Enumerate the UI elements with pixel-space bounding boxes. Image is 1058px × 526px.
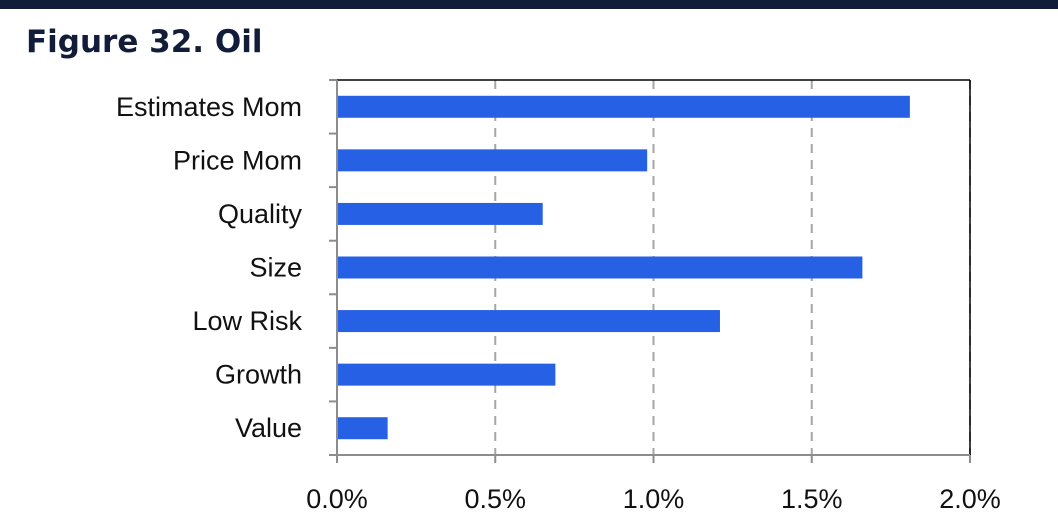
bar-0 (337, 95, 910, 118)
figure-title: Figure 32. Oil (26, 24, 263, 60)
bar-6 (337, 417, 388, 440)
bar-5 (337, 363, 556, 386)
axes (329, 79, 971, 463)
x-tick-label: 1.5% (781, 484, 843, 514)
bar-1 (337, 149, 648, 172)
header-rule (0, 0, 1058, 9)
category-label: Quality (218, 199, 303, 229)
bar-4 (337, 310, 720, 333)
bar-3 (337, 256, 863, 279)
category-label: Size (249, 253, 302, 283)
category-label: Price Mom (173, 145, 302, 175)
category-label: Low Risk (192, 306, 302, 336)
category-label: Estimates Mom (116, 92, 302, 122)
bar-2 (337, 202, 543, 225)
x-tick-label: 0.5% (464, 484, 526, 514)
labels: Estimates Mom Price Mom Quality Size Low Ris… (116, 92, 1001, 514)
category-label: Value (235, 413, 302, 443)
bars (337, 95, 910, 440)
x-tick-label: 2.0% (939, 484, 1001, 514)
x-tick-label: 1.0% (623, 484, 685, 514)
category-label: Growth (215, 360, 302, 390)
x-tick-label: 0.0% (306, 484, 368, 514)
